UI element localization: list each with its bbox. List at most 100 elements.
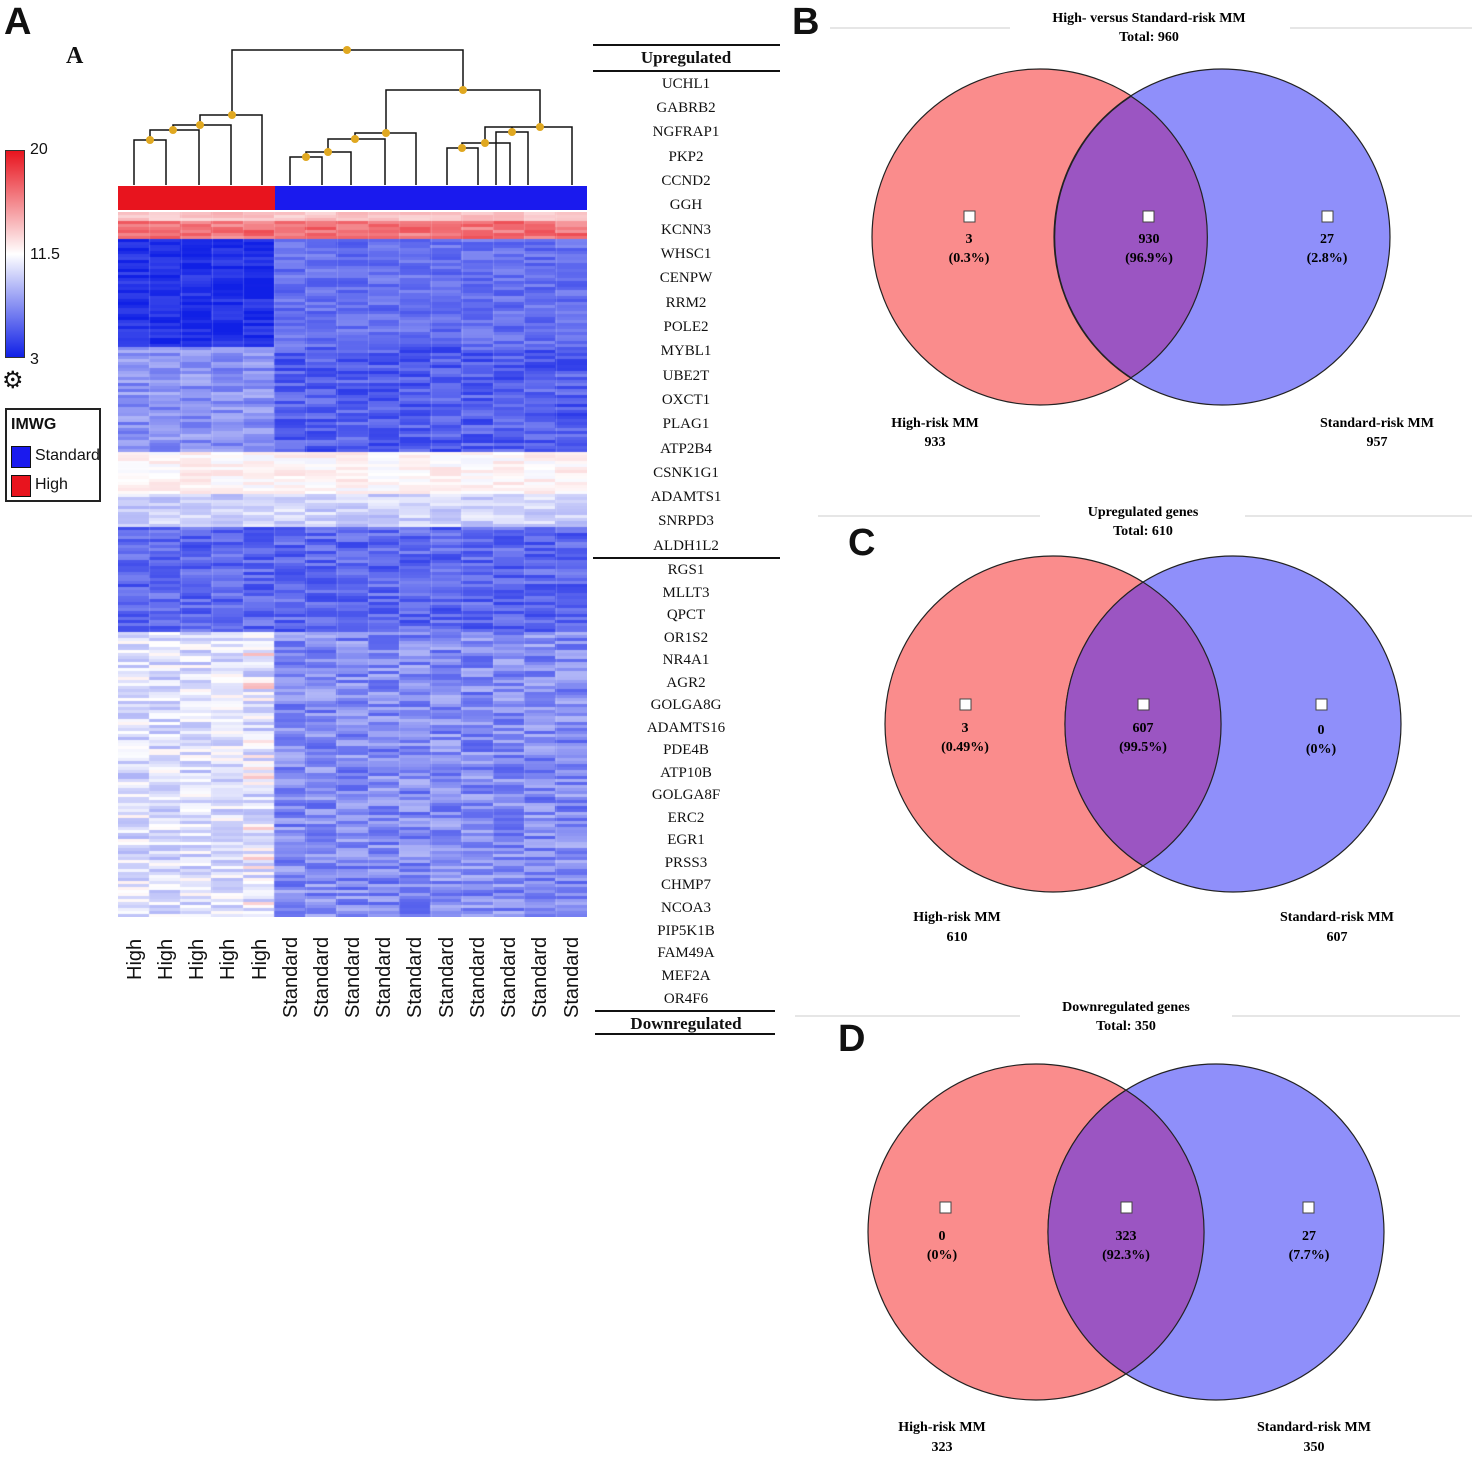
venn-c-total: Total: 610	[1113, 524, 1173, 539]
venn-d-set-high-size: 323	[932, 1440, 953, 1455]
gene-list-rule	[595, 1033, 775, 1035]
gene-label: CENPW	[659, 270, 713, 286]
color-scale-max: 20	[30, 141, 48, 158]
venn-d-set-standard-name: Standard-risk MM	[1257, 1420, 1371, 1435]
gene-label: QPCT	[666, 607, 706, 623]
venn-b-total: Total: 960	[1119, 30, 1179, 45]
venn-d-total: Total: 350	[1096, 1019, 1156, 1034]
gene-label: WHSC1	[660, 246, 712, 262]
venn-b-left-count: 3	[966, 232, 973, 247]
gene-label: GOLGA8G	[650, 697, 722, 713]
venn-d-title: Downregulated genes	[1062, 1000, 1190, 1015]
high-swatch	[11, 475, 31, 497]
gene-label: OXCT1	[661, 392, 711, 408]
standard-swatch	[11, 446, 31, 468]
downregulated-header: Downregulated	[630, 1014, 742, 1033]
venn-b-center-percent: (96.9%)	[1125, 251, 1173, 266]
gene-label: ADAMTS16	[646, 720, 726, 736]
gene-label: UBE2T	[662, 368, 710, 384]
venn-c: Upregulated genes Total: 610 3 (0.49%) 6…	[818, 505, 1472, 945]
color-scale-bar	[5, 150, 25, 358]
gene-label: KCNN3	[660, 222, 711, 238]
gene-label: NR4A1	[662, 652, 710, 668]
imwg-legend-label: Standard	[35, 447, 100, 464]
gene-label: GGH	[669, 197, 703, 213]
venn-d-marker-left	[939, 1201, 952, 1214]
venn-c-overlap	[1064, 581, 1222, 867]
venn-c-set-standard-size: 607	[1327, 930, 1348, 945]
panel-letter-b: B	[792, 1, 820, 43]
panel-letter-c: C	[848, 522, 876, 564]
venn-d: Downregulated genes Total: 350 0 (0%) 32…	[795, 1000, 1460, 1455]
gene-label: AGR2	[666, 675, 706, 691]
gene-list-rule	[595, 1010, 775, 1012]
gene-label: GABRB2	[656, 100, 716, 116]
venn-c-left-count: 3	[962, 721, 969, 736]
dendrogram	[133, 46, 573, 185]
venn-b-set-high-size: 933	[925, 435, 946, 450]
venn-b-marker-center	[1142, 210, 1155, 223]
venn-b-marker-left	[963, 210, 976, 223]
heatmap	[118, 212, 587, 917]
venn-c-left-percent: (0.49%)	[941, 740, 989, 755]
gene-label: RRM2	[665, 295, 707, 311]
venn-d-center-count: 323	[1116, 1229, 1137, 1244]
venn-c-title: Upregulated genes	[1088, 505, 1199, 520]
venn-b: High- versus Standard-risk MM Total: 960…	[830, 11, 1472, 450]
panel-sublabel-a: A	[66, 43, 84, 69]
gene-label: PLAG1	[662, 416, 710, 432]
group-bar-high	[118, 186, 275, 210]
gene-label: PRSS3	[664, 855, 708, 871]
gene-label: CSNK1G1	[653, 465, 719, 481]
venn-b-left-percent: (0.3%)	[949, 251, 990, 266]
imwg-legend-label: High	[35, 476, 68, 493]
gene-label: ERC2	[667, 810, 705, 826]
gene-list-divider	[593, 557, 780, 559]
panel-letter-d: D	[838, 1018, 866, 1060]
gene-label: GOLGA8F	[651, 787, 721, 803]
venn-c-set-standard-name: Standard-risk MM	[1280, 910, 1394, 925]
venn-d-marker-right	[1302, 1201, 1315, 1214]
venn-c-right-percent: (0%)	[1306, 742, 1337, 757]
panel-letter-a: A	[4, 1, 32, 43]
venn-d-marker-center	[1120, 1201, 1133, 1214]
gene-label: ADAMTS1	[650, 489, 722, 505]
gear-icon[interactable]: ⚙	[2, 368, 24, 394]
gene-label: MEF2A	[661, 968, 711, 984]
gene-label: OR1S2	[663, 630, 709, 646]
gene-label: NGFRAP1	[652, 124, 720, 140]
gene-label: UCHL1	[661, 76, 711, 92]
gene-label: PIP5K1B	[657, 923, 715, 939]
venn-c-set-high-size: 610	[947, 930, 968, 945]
gene-label: EGR1	[667, 832, 705, 848]
venn-c-marker-right	[1315, 698, 1328, 711]
gene-label: ATP2B4	[660, 441, 712, 457]
venn-c-set-high-name: High-risk MM	[913, 910, 1001, 925]
venn-c-marker-center	[1137, 698, 1150, 711]
gene-label: PDE4B	[663, 742, 709, 758]
venn-b-set-standard-size: 957	[1367, 435, 1388, 450]
gene-label: MYBL1	[660, 343, 712, 359]
gene-label: SNRPD3	[658, 513, 714, 529]
gene-label: POLE2	[663, 319, 709, 335]
venn-b-center-count: 930	[1139, 232, 1160, 247]
venn-b-right-count: 27	[1320, 232, 1334, 247]
venn-d-center-percent: (92.3%)	[1102, 1248, 1150, 1263]
venn-b-set-standard-name: Standard-risk MM	[1320, 416, 1434, 431]
venn-b-set-high-name: High-risk MM	[891, 416, 979, 431]
venn-d-set-high-name: High-risk MM	[898, 1420, 986, 1435]
venn-c-center-count: 607	[1133, 721, 1154, 736]
venn-b-title: High- versus Standard-risk MM	[1052, 11, 1245, 26]
venn-d-left-percent: (0%)	[927, 1248, 958, 1263]
color-scale-min: 3	[30, 351, 39, 368]
venn-c-marker-left	[959, 698, 972, 711]
venn-d-set-standard-size: 350	[1304, 1440, 1325, 1455]
color-scale-mid: 11.5	[30, 246, 60, 263]
gene-label: CCND2	[661, 173, 711, 189]
imwg-legend: IMWG Standard High	[5, 408, 101, 502]
venn-b-right-percent: (2.8%)	[1307, 251, 1348, 266]
gene-label: ALDH1L2	[653, 538, 719, 554]
upregulated-header: Upregulated	[640, 48, 732, 67]
venn-d-right-percent: (7.7%)	[1289, 1248, 1330, 1263]
